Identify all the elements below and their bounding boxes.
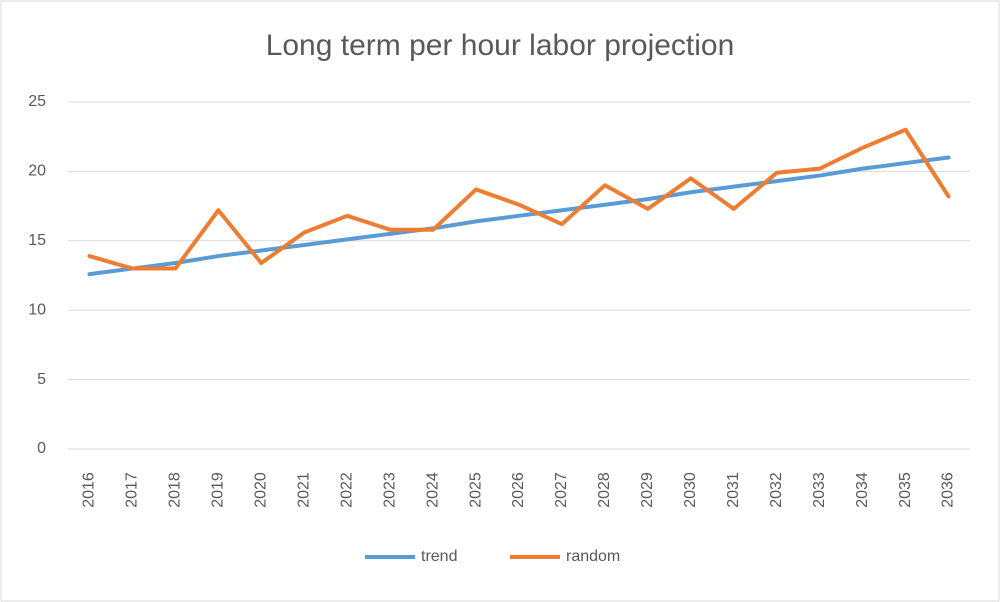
line-series bbox=[87, 155, 951, 277]
x-tick-label: 2018 bbox=[167, 472, 184, 508]
x-tick-label: 2017 bbox=[124, 472, 141, 508]
legend-label: random bbox=[566, 548, 620, 565]
chart-title: Long term per hour labor projection bbox=[266, 29, 735, 62]
x-tick-label: 2032 bbox=[768, 472, 785, 508]
x-tick-label: 2030 bbox=[682, 472, 699, 508]
x-tick-label: 2027 bbox=[553, 472, 570, 508]
legend-label: trend bbox=[421, 548, 457, 565]
x-tick-label: 2034 bbox=[854, 472, 871, 508]
x-tick-label: 2033 bbox=[811, 472, 828, 508]
x-tick-label: 2024 bbox=[424, 472, 441, 508]
y-tick-label: 5 bbox=[37, 371, 46, 388]
y-tick-label: 10 bbox=[28, 301, 46, 318]
x-tick-label: 2021 bbox=[295, 472, 312, 508]
y-tick-label: 20 bbox=[28, 163, 46, 180]
x-tick-label: 2036 bbox=[940, 472, 957, 508]
y-tick-label: 15 bbox=[28, 232, 46, 249]
x-tick-label: 2031 bbox=[725, 472, 742, 508]
x-tick-label: 2029 bbox=[639, 472, 656, 508]
x-tick-label: 2019 bbox=[210, 472, 227, 508]
x-tick-label: 2025 bbox=[467, 472, 484, 508]
y-tick-label: 0 bbox=[37, 440, 46, 457]
x-tick-label: 2028 bbox=[596, 472, 613, 508]
x-tick-label: 2026 bbox=[510, 472, 527, 508]
y-tick-label: 25 bbox=[28, 93, 46, 110]
x-tick-label: 2035 bbox=[897, 472, 914, 508]
x-tick-label: 2023 bbox=[381, 472, 398, 508]
x-tick-label: 2020 bbox=[253, 472, 270, 508]
x-tick-label: 2022 bbox=[338, 472, 355, 508]
x-tick-label: 2016 bbox=[81, 472, 98, 508]
line-series bbox=[87, 127, 951, 271]
